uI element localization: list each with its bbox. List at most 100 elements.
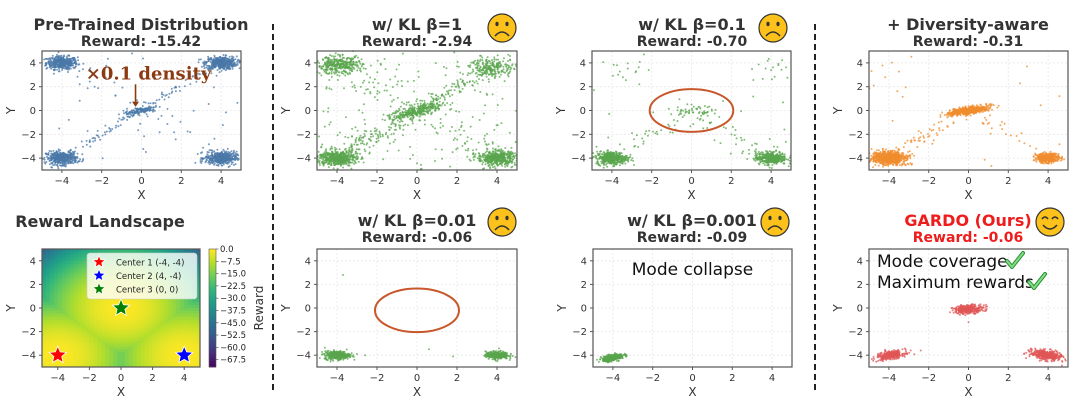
data-point <box>94 137 97 140</box>
data-point <box>143 135 146 138</box>
data-point <box>408 114 411 117</box>
data-point <box>514 63 517 66</box>
data-point <box>160 93 163 96</box>
data-point <box>93 85 96 88</box>
data-point <box>439 118 442 120</box>
data-point <box>329 59 332 62</box>
data-point <box>401 111 404 113</box>
data-point <box>355 137 358 139</box>
data-point <box>174 90 177 93</box>
data-point <box>74 156 77 159</box>
data-point <box>58 63 61 66</box>
data-point <box>474 153 477 156</box>
data-point <box>44 162 47 165</box>
data-point <box>233 61 236 64</box>
data-point <box>386 114 389 117</box>
data-point <box>478 159 481 162</box>
data-point <box>74 146 77 149</box>
data-point <box>491 59 493 62</box>
data-point <box>498 159 501 162</box>
data-point <box>69 156 72 158</box>
data-point <box>231 55 233 58</box>
data-point <box>475 80 478 83</box>
data-point <box>450 85 453 88</box>
data-point <box>330 70 333 73</box>
data-point <box>365 143 368 146</box>
data-point <box>489 152 492 155</box>
data-point <box>208 158 211 161</box>
data-point <box>610 159 613 162</box>
data-point <box>471 68 474 71</box>
data-point <box>439 97 442 100</box>
data-point <box>379 135 382 138</box>
data-point <box>55 155 58 158</box>
data-point <box>484 159 486 162</box>
y-tick-label: 0 <box>30 106 36 117</box>
data-point <box>170 87 173 90</box>
data-point <box>67 153 70 156</box>
data-point <box>390 126 393 129</box>
data-point <box>492 152 495 155</box>
data-point <box>214 160 217 163</box>
data-point <box>337 162 340 165</box>
data-point <box>488 60 491 63</box>
data-point <box>351 135 353 138</box>
data-point <box>606 165 609 168</box>
data-point <box>501 150 504 153</box>
data-point <box>49 157 52 160</box>
data-point <box>610 155 613 158</box>
data-point <box>161 96 164 98</box>
data-point <box>155 99 158 102</box>
data-point <box>338 159 341 161</box>
data-point <box>359 152 362 155</box>
data-point <box>429 105 432 108</box>
data-point <box>401 52 404 55</box>
data-point <box>497 145 500 148</box>
data-point <box>763 164 766 166</box>
data-point <box>61 156 64 159</box>
data-point <box>213 60 216 63</box>
data-point <box>398 107 400 110</box>
data-point <box>337 67 340 70</box>
data-point <box>481 163 484 166</box>
data-point <box>611 152 614 155</box>
data-point <box>126 107 128 110</box>
data-point <box>479 73 482 76</box>
data-point <box>331 154 334 157</box>
data-point <box>331 147 334 150</box>
data-point <box>129 101 132 104</box>
data-point <box>234 58 237 61</box>
data-point <box>317 150 320 153</box>
data-point <box>121 86 124 89</box>
data-point <box>377 139 380 142</box>
data-point <box>211 162 214 165</box>
data-point <box>398 124 401 127</box>
data-point <box>396 119 399 122</box>
data-point <box>78 83 81 86</box>
data-point <box>463 129 466 132</box>
data-point <box>231 161 234 164</box>
data-point <box>390 123 393 126</box>
data-point <box>221 164 224 167</box>
data-point <box>236 60 238 63</box>
data-point <box>484 66 487 69</box>
data-point <box>231 57 234 60</box>
data-point <box>232 154 235 156</box>
data-point <box>467 64 470 67</box>
data-point <box>56 165 59 168</box>
data-point <box>439 126 442 129</box>
data-point <box>332 62 335 64</box>
arrow-head-icon <box>132 101 140 107</box>
data-point <box>608 162 611 165</box>
data-point <box>488 80 490 83</box>
data-point <box>65 158 67 161</box>
data-point <box>222 65 225 68</box>
data-point <box>423 99 426 102</box>
data-point <box>419 163 422 166</box>
data-point <box>377 137 380 139</box>
data-point <box>194 161 197 164</box>
data-point <box>481 62 484 65</box>
data-point <box>607 159 610 162</box>
data-point <box>50 59 52 62</box>
data-point <box>489 62 492 65</box>
